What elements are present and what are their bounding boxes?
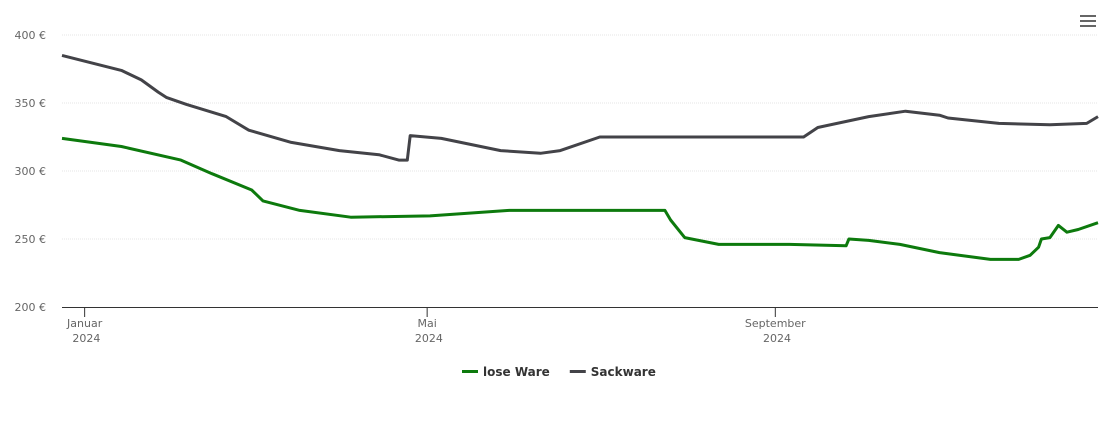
menu-bar [1080, 20, 1096, 22]
y-tick-label: 200 € [15, 301, 47, 314]
x-tick-label: September 2024 [745, 317, 806, 345]
y-tick-label: 400 € [15, 29, 47, 42]
legend-item[interactable]: Sackware [569, 365, 656, 379]
x-tick-label: Mai 2024 [411, 317, 443, 345]
line [61, 136, 1099, 261]
menu-button[interactable] [1080, 15, 1096, 27]
legend-label: Sackware [591, 365, 656, 379]
x-tick-label: Januar 2024 [66, 317, 103, 345]
legend-label: lose Ware [483, 365, 550, 379]
legend-item[interactable]: lose Ware [462, 365, 550, 379]
line [61, 53, 1099, 162]
menu-bar [1080, 25, 1096, 27]
y-tick-label: 350 € [15, 97, 47, 110]
menu-bar [1080, 15, 1096, 17]
y-tick-label: 250 € [15, 233, 47, 246]
legend: lose Ware Sackware [462, 365, 656, 379]
y-tick-label: 300 € [15, 165, 47, 178]
